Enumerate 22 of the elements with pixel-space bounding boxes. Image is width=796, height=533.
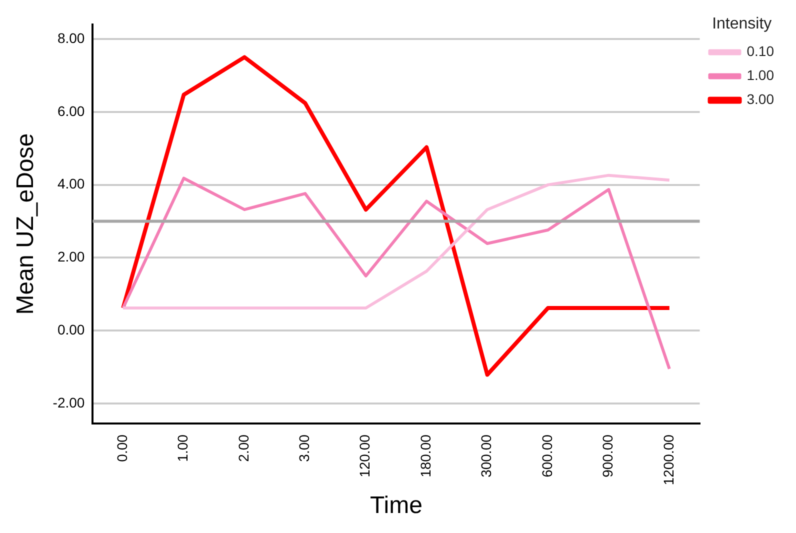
x-tick-label: 3.00 xyxy=(296,434,312,462)
legend-label: 3.00 xyxy=(746,91,774,108)
y-tick-label: 2.00 xyxy=(57,248,85,265)
x-tick-label: 2.00 xyxy=(235,434,252,462)
x-tick-label: 900.00 xyxy=(600,434,616,478)
x-axis-title: Time xyxy=(370,492,422,520)
x-tick-label: 1.00 xyxy=(174,434,191,462)
y-tick-label: 6.00 xyxy=(57,102,85,119)
x-tick-label: 120.00 xyxy=(356,434,373,478)
x-tick-label: 300.00 xyxy=(478,434,494,478)
x-tick-label: 180.00 xyxy=(417,434,434,478)
y-axis-title: Mean UZ_eDose xyxy=(12,133,40,315)
y-tick-label: -2.00 xyxy=(52,394,85,410)
x-tick-label: 1200.00 xyxy=(660,434,676,486)
x-tick-label: 0.00 xyxy=(114,434,130,462)
legend-label: 0.10 xyxy=(746,43,774,60)
y-tick-label: 8.00 xyxy=(57,30,85,46)
legend-label: 1.00 xyxy=(746,67,774,84)
legend-title: Intensity xyxy=(712,15,772,32)
x-tick-label: 600.00 xyxy=(538,434,555,478)
y-tick-label: 0.00 xyxy=(57,321,85,338)
y-tick-label: 4.00 xyxy=(57,176,85,192)
